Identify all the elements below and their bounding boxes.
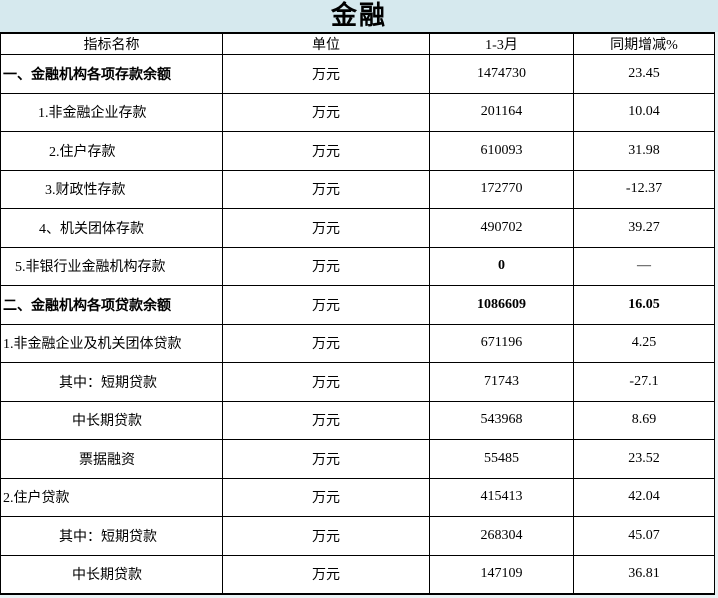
- change-cell: -27.1: [573, 362, 715, 402]
- indicator-name-cell: 其中：短期贷款: [0, 516, 223, 556]
- indicator-name-cell: 一、金融机构各项存款余额: [0, 54, 223, 94]
- indicator-name-cell: 二、金融机构各项贷款余额: [0, 285, 223, 325]
- value-cell: 671196: [429, 323, 574, 363]
- unit-cell: 万元: [222, 208, 430, 248]
- table-header: 指标名称 单位 1-3月 同期增减%: [0, 32, 715, 55]
- table-row: 二、金融机构各项贷款余额 万元 1086609 16.05: [0, 285, 715, 325]
- indicator-name-cell: 2.住户贷款: [0, 477, 223, 517]
- unit-cell: 万元: [222, 477, 430, 517]
- col-header-yoy-change: 同期增减%: [573, 32, 715, 55]
- value-cell: 201164: [429, 92, 574, 132]
- finance-table: 指标名称 单位 1-3月 同期增减% 一、金融机构各项存款余额 万元 1474730…: [0, 32, 715, 595]
- table-row: 2.住户存款 万元 610093 31.98: [0, 131, 715, 171]
- indicator-name-cell: 中长期贷款: [0, 554, 223, 595]
- indicator-name-cell: 5.非银行业金融机构存款: [0, 246, 223, 286]
- col-header-indicator-name: 指标名称: [0, 32, 223, 55]
- indicator-name-cell: 1.非金融企业存款: [0, 92, 223, 132]
- title-bar: 金融: [0, 0, 718, 32]
- table-row: 中长期贷款 万元 543968 8.69: [0, 400, 715, 440]
- change-cell: 42.04: [573, 477, 715, 517]
- change-cell: —: [573, 246, 715, 286]
- unit-cell: 万元: [222, 92, 430, 132]
- change-cell: -12.37: [573, 169, 715, 209]
- unit-cell: 万元: [222, 131, 430, 171]
- change-cell: 23.52: [573, 439, 715, 479]
- unit-cell: 万元: [222, 169, 430, 209]
- table-row: 其中：短期贷款 万元 71743 -27.1: [0, 362, 715, 402]
- indicator-name-cell: 1.非金融企业及机关团体贷款: [0, 323, 223, 363]
- table-row: 4、机关团体存款 万元 490702 39.27: [0, 208, 715, 248]
- page-title: 金融: [330, 1, 387, 30]
- value-cell: 1086609: [429, 285, 574, 325]
- indicator-name-cell: 4、机关团体存款: [0, 208, 223, 248]
- unit-cell: 万元: [222, 246, 430, 286]
- table-row: 一、金融机构各项存款余额 万元 1474730 23.45: [0, 54, 715, 94]
- unit-cell: 万元: [222, 516, 430, 556]
- table-row: 1.非金融企业及机关团体贷款 万元 671196 4.25: [0, 323, 715, 363]
- change-cell: 8.69: [573, 400, 715, 440]
- table-row: 票据融资 万元 55485 23.52: [0, 439, 715, 479]
- unit-cell: 万元: [222, 554, 430, 595]
- table-row: 3.财政性存款 万元 172770 -12.37: [0, 169, 715, 209]
- value-cell: 543968: [429, 400, 574, 440]
- table-row: 2.住户贷款 万元 415413 42.04: [0, 477, 715, 517]
- value-cell: 490702: [429, 208, 574, 248]
- change-cell: 4.25: [573, 323, 715, 363]
- table-row: 5.非银行业金融机构存款 万元 0—: [0, 246, 715, 286]
- value-cell: 415413: [429, 477, 574, 517]
- table-body: 一、金融机构各项存款余额 万元 1474730 23.45 1.非金融企业存款 万元 201…: [0, 54, 715, 595]
- unit-cell: 万元: [222, 54, 430, 94]
- value-cell: 0: [429, 246, 574, 286]
- unit-cell: 万元: [222, 400, 430, 440]
- indicator-name-cell: 3.财政性存款: [0, 169, 223, 209]
- indicator-name-cell: 2.住户存款: [0, 131, 223, 171]
- change-cell: 16.05: [573, 285, 715, 325]
- change-cell: 36.81: [573, 554, 715, 595]
- col-header-unit: 单位: [222, 32, 430, 55]
- header-row: 指标名称 单位 1-3月 同期增减%: [0, 32, 715, 55]
- unit-cell: 万元: [222, 285, 430, 325]
- col-header-period: 1-3月: [429, 32, 574, 55]
- value-cell: 55485: [429, 439, 574, 479]
- unit-cell: 万元: [222, 323, 430, 363]
- change-cell: 39.27: [573, 208, 715, 248]
- indicator-name-cell: 中长期贷款: [0, 400, 223, 440]
- change-cell: 31.98: [573, 131, 715, 171]
- change-cell: 45.07: [573, 516, 715, 556]
- value-cell: 147109: [429, 554, 574, 595]
- table-row: 1.非金融企业存款 万元 201164 10.04: [0, 92, 715, 132]
- table-row: 其中：短期贷款 万元 268304 45.07: [0, 516, 715, 556]
- table-row: 中长期贷款 万元 147109 36.81: [0, 554, 715, 595]
- unit-cell: 万元: [222, 439, 430, 479]
- indicator-name-cell: 其中：短期贷款: [0, 362, 223, 402]
- value-cell: 610093: [429, 131, 574, 171]
- unit-cell: 万元: [222, 362, 430, 402]
- value-cell: 71743: [429, 362, 574, 402]
- change-cell: 23.45: [573, 54, 715, 94]
- value-cell: 1474730: [429, 54, 574, 94]
- change-cell: 10.04: [573, 92, 715, 132]
- value-cell: 268304: [429, 516, 574, 556]
- indicator-name-cell: 票据融资: [0, 439, 223, 479]
- value-cell: 172770: [429, 169, 574, 209]
